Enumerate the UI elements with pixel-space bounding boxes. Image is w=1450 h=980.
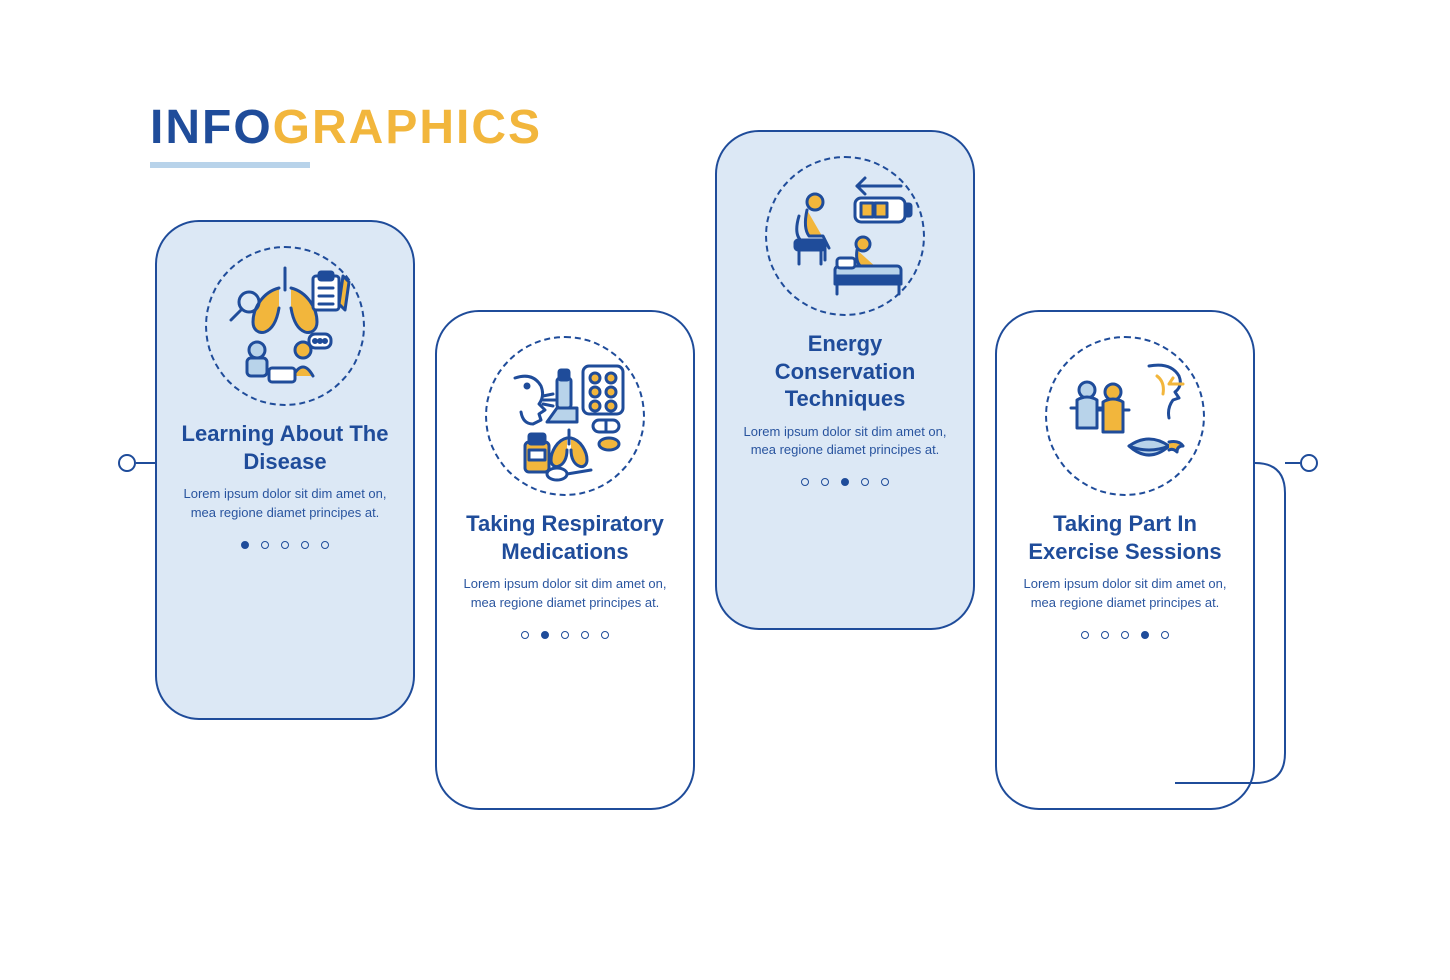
dot xyxy=(1081,631,1089,639)
dot xyxy=(861,478,869,486)
end-node-icon xyxy=(1300,454,1318,472)
dot xyxy=(841,478,849,486)
dot xyxy=(521,631,529,639)
dot xyxy=(1101,631,1109,639)
dot xyxy=(281,541,289,549)
dot xyxy=(1161,631,1169,639)
lungs-research-icon xyxy=(205,246,365,406)
dot xyxy=(601,631,609,639)
dot xyxy=(321,541,329,549)
dot xyxy=(881,478,889,486)
main-title: INFOGRAPHICS xyxy=(150,100,542,155)
card-dots xyxy=(521,631,609,639)
dot xyxy=(241,541,249,549)
card-energy: Energy Conservation Techniques Lorem ips… xyxy=(715,130,975,630)
dot xyxy=(1141,631,1149,639)
card-learning: Learning About The Disease Lorem ipsum d… xyxy=(155,220,415,720)
card-body: Lorem ipsum dolor sit dim amet on, mea r… xyxy=(455,575,675,613)
exercise-breath-icon xyxy=(1045,336,1205,496)
respiratory-meds-icon xyxy=(485,336,645,496)
dot xyxy=(561,631,569,639)
title-part1: INFO xyxy=(150,101,273,154)
card-title: Taking Respiratory Medications xyxy=(455,510,675,565)
title-part2: GRAPHICS xyxy=(273,101,542,154)
card-title: Taking Part In Exercise Sessions xyxy=(1015,510,1235,565)
card-title: Energy Conservation Techniques xyxy=(735,330,955,413)
dot xyxy=(801,478,809,486)
card-body: Lorem ipsum dolor sit dim amet on, mea r… xyxy=(175,485,395,523)
start-node-icon xyxy=(118,454,136,472)
card-title: Learning About The Disease xyxy=(175,420,395,475)
card-dots xyxy=(1081,631,1169,639)
dot xyxy=(541,631,549,639)
dot xyxy=(581,631,589,639)
energy-rest-icon xyxy=(765,156,925,316)
card-body: Lorem ipsum dolor sit dim amet on, mea r… xyxy=(1015,575,1235,613)
card-medications: Taking Respiratory Medications Lorem ips… xyxy=(435,310,695,810)
dot xyxy=(1121,631,1129,639)
card-dots xyxy=(801,478,889,486)
dot xyxy=(301,541,309,549)
card-body: Lorem ipsum dolor sit dim amet on, mea r… xyxy=(735,423,955,461)
dot xyxy=(261,541,269,549)
title-underline xyxy=(150,162,310,168)
card-exercise: Taking Part In Exercise Sessions Lorem i… xyxy=(995,310,1255,810)
card-dots xyxy=(241,541,329,549)
dot xyxy=(821,478,829,486)
